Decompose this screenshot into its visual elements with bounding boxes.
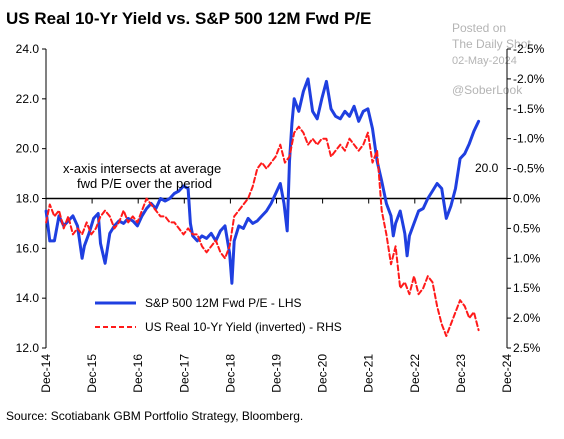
x-tick-label: Dec-24 [500, 354, 514, 393]
x-tick-label: Dec-21 [362, 354, 376, 393]
annotation-line-2: fwd P/E over the period [77, 176, 212, 191]
y-tick-label-right: 0.0% [513, 192, 541, 206]
x-tick-label: Dec-15 [85, 354, 99, 393]
x-tick-label: Dec-16 [131, 354, 145, 393]
y-tick-label-right: 1.0% [513, 251, 541, 265]
source-note: Source: Scotiabank GBM Portfolio Strateg… [6, 409, 303, 423]
y-tick-label-right: -2.0% [513, 72, 545, 86]
series-layer [44, 77, 481, 337]
watermark-line-4: @SoberLook [452, 83, 523, 97]
y-axis-left: 12.0 14.0 16.0 18.0 20.0 22.0 24.0 [16, 42, 47, 355]
y-tick-label-right: -2.5% [513, 42, 545, 56]
chart-title: US Real 10-Yr Yield vs. S&P 500 12M Fwd … [6, 9, 371, 28]
legend-label-pe: S&P 500 12M Fwd P/E - LHS [145, 296, 302, 310]
y-tick-label-right: 0.5% [513, 221, 541, 235]
y-tick-label-left: 24.0 [16, 42, 40, 56]
x-tick-label: Dec-14 [39, 354, 53, 393]
watermark: Posted on The Daily Shot 02-May-2024 @So… [452, 21, 531, 97]
annotation: x-axis intersects at average fwd P/E ove… [63, 161, 221, 191]
x-tick-label: Dec-22 [408, 354, 422, 393]
x-tick-label: Dec-17 [177, 354, 191, 393]
series-line-real-yield [45, 125, 480, 337]
y-tick-label-right: 1.5% [513, 281, 541, 295]
y-tick-label-left: 12.0 [16, 341, 40, 355]
end-value-label: 20.0 [475, 161, 499, 175]
watermark-line-2: The Daily Shot [452, 37, 531, 51]
watermark-line-1: Posted on [452, 21, 506, 35]
x-axis: Dec-14 Dec-15 Dec-16 Dec-17 Dec-18 Dec-19 Dec-… [39, 197, 514, 393]
legend: S&P 500 12M Fwd P/E - LHS US Real 10-Yr … [95, 296, 342, 334]
y-tick-label-right: -1.5% [513, 102, 545, 116]
x-tick-label: Dec-23 [454, 354, 468, 393]
y-tick-label-left: 22.0 [16, 92, 40, 106]
legend-label-yield: US Real 10-Yr Yield (inverted) - RHS [145, 320, 342, 334]
axes: 12.0 14.0 16.0 18.0 20.0 22.0 24.0 2.5% 2.0% 1.5%… [16, 42, 545, 393]
y-tick-label-left: 18.0 [16, 192, 40, 206]
x-tick-label: Dec-20 [316, 354, 330, 393]
y-tick-label-left: 20.0 [16, 142, 40, 156]
y-tick-label-right: -0.5% [513, 162, 545, 176]
y-tick-label-right: -1.0% [513, 132, 545, 146]
y-tick-label-left: 16.0 [16, 241, 40, 255]
x-tick-label: Dec-19 [270, 354, 284, 393]
watermark-line-3: 02-May-2024 [452, 55, 517, 67]
x-tick-label: Dec-18 [223, 354, 237, 393]
y-tick-label-left: 14.0 [16, 291, 40, 305]
y-tick-label-right: 2.0% [513, 311, 541, 325]
y-axis-right: 2.5% 2.0% 1.5% 1.0% 0.5% 0.0% -0.5% -1.0% -1.5% -… [506, 42, 545, 355]
annotation-line-1: x-axis intersects at average [63, 161, 221, 176]
y-tick-label-right: 2.5% [513, 341, 541, 355]
